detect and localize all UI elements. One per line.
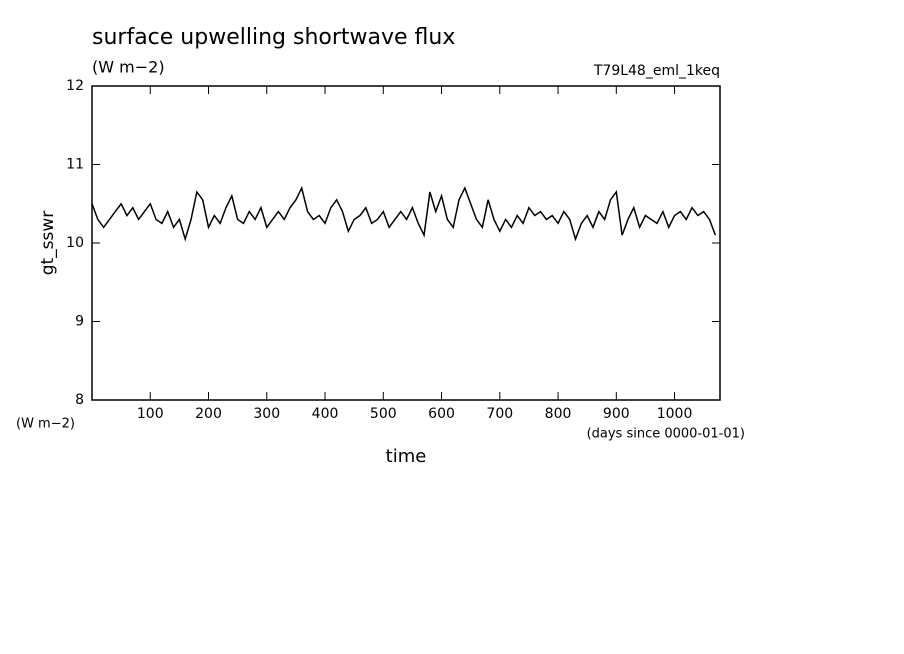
x-tick-label: 400 — [312, 406, 339, 422]
x-tick-label: 300 — [253, 406, 280, 422]
y-units: (W m−2) — [16, 417, 75, 432]
chart-subtitle: (W m−2) — [92, 58, 165, 77]
x-tick-label: 200 — [195, 406, 222, 422]
x-tick-label: 600 — [428, 406, 455, 422]
run-label: T79L48_eml_1keq — [593, 63, 720, 79]
y-tick-label: 10 — [66, 235, 84, 251]
y-axis-label: gt_sswr — [38, 211, 58, 276]
x-units: (days since 0000-01-01) — [587, 427, 745, 442]
y-tick-label: 8 — [75, 392, 84, 408]
y-tick-label: 11 — [66, 157, 84, 173]
y-tick-label: 9 — [75, 314, 84, 330]
x-tick-label: 700 — [486, 406, 513, 422]
x-axis-label: time — [386, 446, 427, 467]
x-tick-label: 800 — [545, 406, 572, 422]
x-tick-label: 900 — [603, 406, 630, 422]
y-tick-label: 12 — [66, 78, 84, 94]
plot-frame — [91, 85, 721, 401]
x-tick-label: 100 — [137, 406, 164, 422]
data-line — [91, 185, 717, 242]
chart-title: surface upwelling shortwave flux — [92, 25, 455, 50]
x-tick-label: 500 — [370, 406, 397, 422]
x-tick-label: 1000 — [657, 406, 693, 422]
